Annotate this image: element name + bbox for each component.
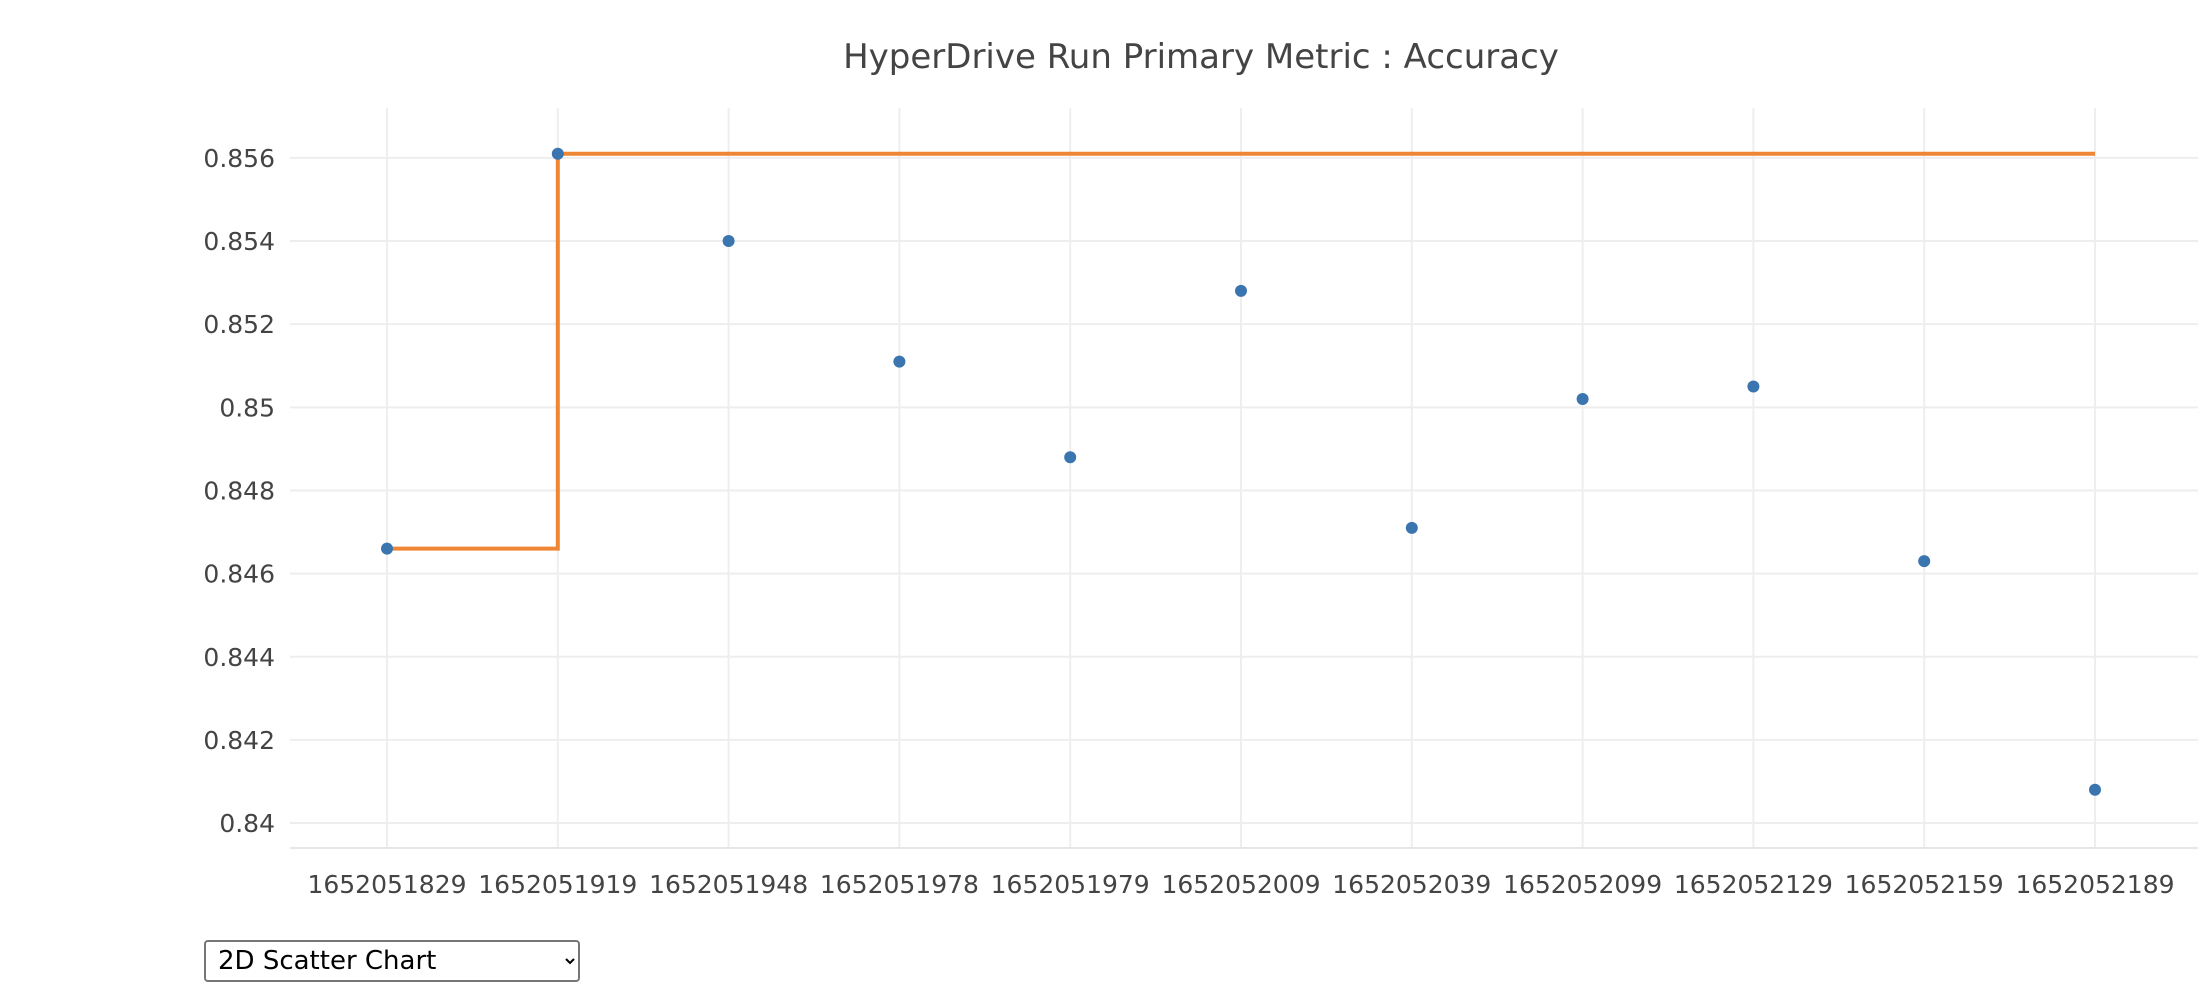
x-tick-label: 1652052009 [1161,870,1320,899]
data-point[interactable] [551,147,564,160]
grid-layer [290,108,2198,848]
tick-label-layer: 0.84 0.842 0.844 0.846 0.848 0.85 0.852 0.854 0.… [203,144,2174,899]
data-point[interactable] [893,355,906,368]
y-tick-label: 0.844 [203,643,275,672]
data-point[interactable] [1405,521,1418,534]
x-tick-label: 1652051948 [649,870,808,899]
data-point[interactable] [381,542,393,555]
x-tick-label: 1652052129 [1674,870,1833,899]
x-tick-label: 1652052099 [1503,870,1662,899]
best-metric-line-layer [387,151,2095,551]
x-tick-label: 1652051919 [478,870,637,899]
data-point[interactable] [1064,451,1077,464]
data-point[interactable] [2089,783,2101,796]
y-tick-label: 0.85 [219,393,275,422]
x-tick-label: 1652052039 [1332,870,1491,899]
data-point[interactable] [1235,284,1247,297]
x-tick-label: 1652052159 [1845,870,2004,899]
data-point[interactable] [1918,555,1931,568]
y-tick-label: 0.846 [203,560,275,589]
data-point[interactable] [722,235,735,248]
y-tick-label: 0.848 [203,476,275,505]
data-point-layer [381,147,2101,796]
y-tick-label: 0.84 [219,809,275,838]
x-tick-label: 1652052189 [2015,870,2174,899]
chart-type-select[interactable]: 2D Scatter Chart [204,940,580,982]
chart-title: HyperDrive Run Primary Metric : Accuracy [843,37,1559,77]
y-tick-label: 0.854 [203,227,275,256]
best-metric-step-line [387,151,2095,551]
scatter-chart: 0.84 0.842 0.844 0.846 0.848 0.85 0.852 0.854 0.… [203,37,2198,899]
chart-type-control: 2D Scatter Chart [204,940,580,982]
data-point[interactable] [1747,380,1760,393]
data-point[interactable] [1576,393,1589,406]
x-tick-label: 1652051829 [307,870,466,899]
chart-container: 0.84 0.842 0.844 0.846 0.848 0.85 0.852 0.854 0.… [203,37,2198,899]
x-tick-label: 1652051978 [820,870,979,899]
y-tick-label: 0.852 [203,310,275,339]
y-tick-label: 0.856 [203,144,275,173]
x-tick-label: 1652051979 [991,870,1150,899]
y-tick-label: 0.842 [203,726,275,755]
